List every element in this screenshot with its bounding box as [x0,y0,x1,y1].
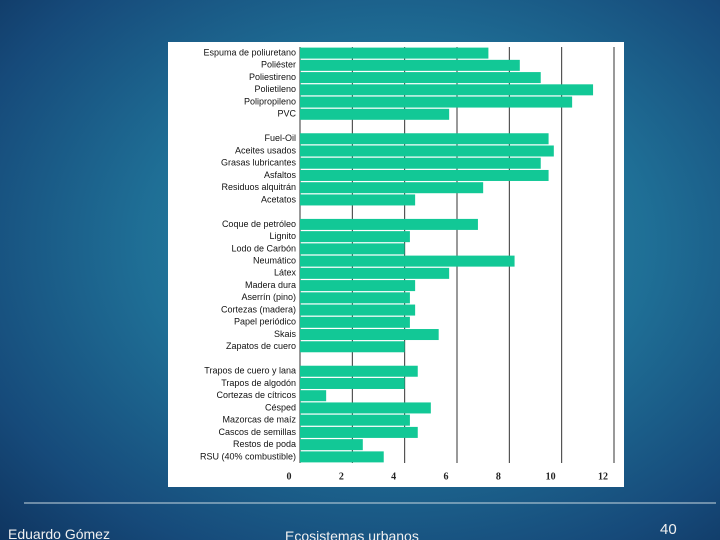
bar [300,390,327,402]
x-tick-label: 6 [444,471,449,482]
y-tick-label: Papel periódico [234,317,296,327]
x-tick-label: 0 [287,471,292,482]
y-tick-label: Mazorcas de maíz [222,415,296,425]
y-tick-label: Restos de poda [233,439,296,449]
bar [300,218,478,230]
bar [300,451,384,463]
bar [300,329,439,341]
y-tick-label: Látex [274,268,297,278]
y-tick-label: Poliestireno [249,72,296,82]
y-tick-label: Trapos de algodón [221,378,296,388]
bar [300,96,573,108]
y-tick-label: Césped [265,402,296,412]
bar [300,84,594,96]
bar [300,439,363,451]
bar [300,377,405,389]
y-tick-label: Madera dura [245,280,296,290]
y-tick-label: Aceites usados [235,145,297,155]
y-tick-label: Espuma de poliuretano [203,47,296,57]
y-tick-label: Trapos de cuero y lana [204,366,296,376]
footer-author: Eduardo Gómez [8,526,110,540]
x-tick-label: 10 [546,471,556,482]
y-tick-label: Fuel-Oil [264,133,296,143]
y-tick-label: Polietileno [254,84,296,94]
y-tick-label: Lignito [269,231,296,241]
bar [300,182,484,194]
y-tick-label: Skais [274,329,297,339]
bar [300,59,520,71]
x-tick-label: 4 [391,471,396,482]
y-tick-label: Lodo de Carbón [231,243,296,253]
bar [300,157,541,169]
bar [300,280,416,292]
bar [300,402,431,414]
bar [300,145,554,157]
x-tick-label: 12 [598,471,608,482]
bar [300,194,416,206]
y-tick-label: Acetatos [261,194,297,204]
x-tick-label: 8 [496,471,501,482]
y-tick-label: Asfaltos [264,170,297,180]
bar [300,231,410,243]
y-tick-label: Grasas lubricantes [221,158,297,168]
bar [300,255,515,267]
y-tick-label: Cortezas (madera) [221,304,296,314]
bar [300,267,450,279]
page-number: 40 [660,521,677,538]
bar [300,426,418,438]
bar [300,365,418,377]
bar [300,133,549,145]
bar [300,169,549,181]
y-tick-label: Poliéster [261,60,296,70]
y-tick-label: PVC [277,109,296,119]
x-tick-label: 2 [339,471,344,482]
y-tick-label: Coque de petróleo [222,219,296,229]
y-tick-label: Cascos de semillas [218,427,296,437]
bar [300,414,410,426]
bar [300,304,416,316]
bar [300,316,410,328]
bar [300,47,489,59]
y-tick-label: Aserrín (pino) [241,292,296,302]
y-tick-label: Zapatos de cuero [226,341,296,351]
bar [300,292,410,304]
bar [300,108,450,120]
footer-subject: Ecosistemas urbanos [285,528,419,540]
bar [300,243,405,255]
y-tick-label: RSU (40% combustible) [200,451,296,461]
bar [300,72,541,84]
y-tick-label: Polipropileno [244,96,296,106]
y-tick-label: Cortezas de cítricos [216,390,296,400]
y-tick-label: Neumático [253,255,296,265]
bar [300,341,405,353]
y-tick-label: Residuos alquitrán [221,182,296,192]
